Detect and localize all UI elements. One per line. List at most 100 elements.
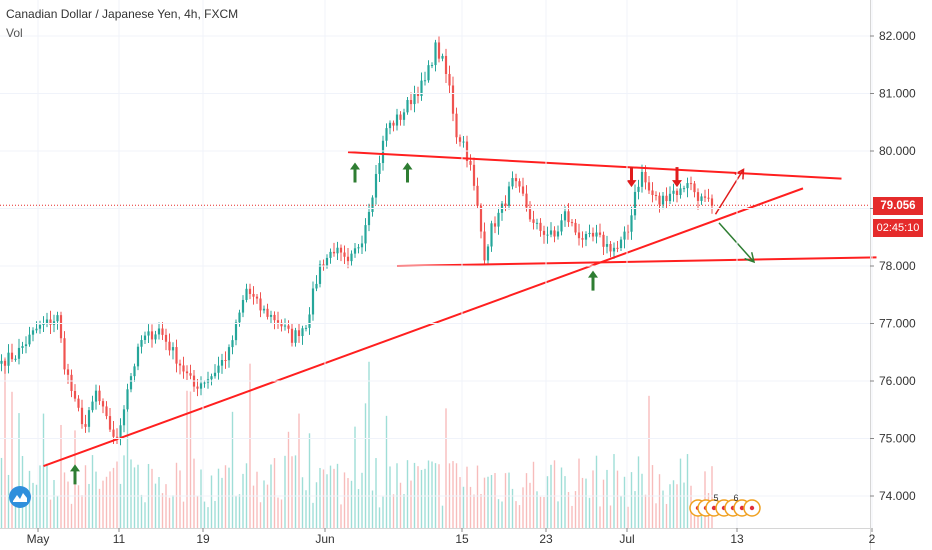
volume-bar — [133, 467, 136, 528]
volume-bar — [515, 501, 517, 528]
event-flag-dot — [749, 505, 755, 511]
candle-body — [213, 372, 217, 377]
volume-bar — [525, 473, 528, 528]
candle-body — [322, 264, 325, 267]
candle-body — [469, 160, 472, 165]
volume-bar — [249, 363, 251, 528]
price-tick-label: 78.000 — [879, 259, 916, 273]
volume-bar — [35, 484, 38, 528]
volume-bar — [399, 482, 402, 528]
candle-body — [602, 234, 605, 247]
candle-body — [710, 198, 714, 206]
candle-body — [143, 335, 147, 341]
candle-body — [570, 222, 574, 224]
volume-bar — [298, 413, 300, 528]
candle-body — [633, 191, 637, 216]
candle-body — [129, 376, 133, 390]
volume-bar — [476, 465, 479, 528]
time-tick-label: 23 — [539, 532, 553, 546]
candle-body — [483, 231, 486, 261]
volume-bar — [200, 469, 202, 528]
candle-body — [567, 211, 570, 223]
candles — [0, 35, 714, 446]
candle-body — [42, 323, 45, 325]
candle-body — [350, 253, 353, 262]
time-tick-label: Jun — [315, 532, 334, 546]
volume-bar — [161, 493, 164, 528]
candle-body — [77, 398, 80, 408]
candle-body — [444, 55, 448, 74]
volume-bar — [228, 467, 230, 528]
candle-body — [101, 401, 105, 407]
volume-bar — [459, 477, 461, 528]
candle-body — [171, 347, 175, 351]
volume-bar — [116, 461, 118, 528]
candle-body — [458, 137, 462, 142]
candle-body — [679, 188, 682, 196]
volume-bar — [501, 501, 503, 528]
time-axis: May 11 19 Jun 15 23 Jul 13 2 — [0, 528, 876, 546]
volume-bar — [144, 502, 146, 528]
candle-body — [605, 244, 609, 247]
candle-body — [535, 222, 539, 224]
candle-body — [63, 338, 66, 370]
volume-bar — [333, 468, 335, 528]
candle-body — [563, 211, 567, 221]
volume-bar — [340, 504, 342, 528]
candle-body — [112, 429, 115, 437]
candle-body — [311, 288, 315, 315]
candle-body — [532, 219, 535, 223]
candle-body — [161, 328, 164, 335]
candle-body — [126, 389, 129, 410]
event-flag-dot — [711, 505, 717, 511]
volume-bar — [627, 506, 629, 528]
volume-bar — [599, 506, 601, 528]
volume-bar — [70, 503, 73, 528]
candle-body — [133, 366, 136, 377]
bar-countdown: 02:45:10 — [873, 219, 923, 237]
candle-body — [402, 112, 406, 120]
volume-bar — [39, 465, 41, 528]
volume-bar — [585, 478, 587, 528]
candle-body — [224, 360, 227, 362]
candle-body — [147, 331, 150, 336]
candle-body — [0, 360, 3, 364]
candle-body — [339, 247, 343, 253]
candle-body — [654, 194, 658, 196]
logo-wave-icon — [13, 493, 27, 502]
candle-body — [612, 247, 616, 252]
candle-body — [591, 232, 595, 237]
volume-bar — [60, 424, 62, 528]
volume-bar — [410, 480, 412, 528]
volume-bar — [508, 472, 510, 528]
volume-bar — [280, 499, 283, 528]
volume-bar — [322, 469, 325, 528]
candle-body — [150, 331, 154, 340]
candle-body — [269, 314, 273, 317]
tradingview-logo[interactable] — [9, 486, 31, 508]
candle-body — [21, 346, 24, 348]
breakout-arrow — [714, 169, 745, 215]
candle-body — [164, 334, 168, 342]
volume-bar — [91, 455, 94, 528]
candle-body — [486, 246, 490, 261]
volume-bar — [529, 482, 531, 528]
volume-bar — [354, 426, 356, 528]
candle-body — [479, 205, 483, 232]
volume-bar — [560, 467, 563, 528]
volume-bar — [231, 411, 234, 528]
volume-bar — [711, 466, 713, 528]
candle-body — [185, 371, 189, 374]
volume-bar — [319, 467, 321, 528]
volume-bar — [273, 458, 276, 528]
volume-legend[interactable]: Vol — [6, 26, 23, 40]
volume-bar — [392, 494, 395, 528]
candle-body — [427, 65, 430, 81]
volume-bar — [651, 465, 654, 528]
candle-body — [73, 390, 77, 399]
volume-bar — [634, 491, 636, 528]
candle-body — [35, 328, 38, 331]
volume-bar — [63, 472, 66, 528]
